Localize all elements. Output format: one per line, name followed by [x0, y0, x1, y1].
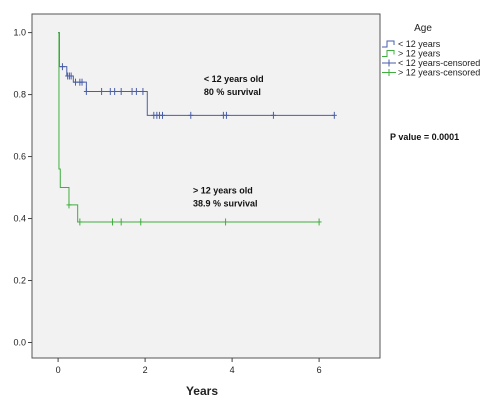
censor-mark [109, 218, 115, 226]
legend-entry: > 12 years-censored [382, 68, 480, 78]
y-tick-label: 0.8 [13, 90, 26, 100]
series-over-12 [58, 32, 322, 226]
censor-mark [77, 218, 83, 226]
x-tick-label: 2 [143, 365, 148, 375]
x-tick-label: 0 [56, 365, 61, 375]
censor-mark [118, 218, 124, 226]
censor-mark [140, 87, 146, 95]
x-tick-label: 6 [317, 365, 322, 375]
plot-area [31, 13, 381, 359]
y-tick-label: 1.0 [13, 28, 26, 38]
legend-entry: > 12 years [382, 49, 441, 59]
survival-line [58, 32, 320, 223]
censor-mark [83, 87, 89, 95]
censor-mark [270, 111, 276, 119]
x-axis-title: Years [186, 384, 218, 398]
censor-mark [223, 218, 229, 226]
censor-mark [66, 201, 72, 209]
censor-mark [118, 87, 124, 95]
censor-mark [112, 87, 118, 95]
legend-entry: < 12 years [382, 39, 441, 49]
censor-mark [160, 111, 165, 119]
y-axis: 0.0 0.2 0.4 0.6 0.8 1.0 [13, 28, 32, 348]
censor-mark [68, 72, 74, 80]
x-axis: 0 2 4 6 [56, 358, 322, 375]
censor-mark [133, 87, 139, 95]
censor-mark [138, 218, 144, 226]
y-tick-label: 0.2 [13, 276, 26, 286]
censor-mark [316, 218, 322, 226]
censor-mark [73, 78, 78, 86]
censor-mark [79, 78, 85, 86]
series-layer [58, 32, 337, 226]
y-tick-label: 0.0 [13, 338, 26, 348]
annotation-label: 38.9 % survival [193, 199, 258, 209]
legend-label: > 12 years [398, 49, 441, 59]
x-tick-label: 4 [230, 365, 235, 375]
censor-mark [331, 111, 337, 119]
legend: Age < 12 years> 12 years< 12 years-censo… [382, 23, 480, 78]
legend-label: < 12 years-censored [398, 58, 480, 68]
censor-mark [107, 87, 113, 95]
legend-line-icon [382, 50, 395, 57]
annotation-label: 80 % survival [204, 87, 261, 97]
legend-line-icon [382, 40, 395, 48]
legend-title: Age [414, 23, 432, 34]
censor-mark [59, 63, 65, 71]
annotation-label: < 12 years old [204, 74, 264, 84]
annotation-label: > 12 years old [193, 186, 253, 196]
legend-label: > 12 years-censored [398, 68, 480, 78]
p-value-text: P value = 0.0001 [390, 132, 459, 142]
annotations: < 12 years old 80 % survival > 12 years ol… [193, 74, 264, 209]
censor-mark [188, 111, 194, 119]
censor-mark [99, 87, 105, 95]
censor-mark [129, 87, 135, 95]
y-tick-label: 0.6 [13, 152, 26, 162]
legend-label: < 12 years [398, 39, 441, 49]
y-tick-label: 0.4 [13, 214, 26, 224]
legend-entry: < 12 years-censored [382, 58, 480, 68]
censor-mark [223, 111, 229, 119]
